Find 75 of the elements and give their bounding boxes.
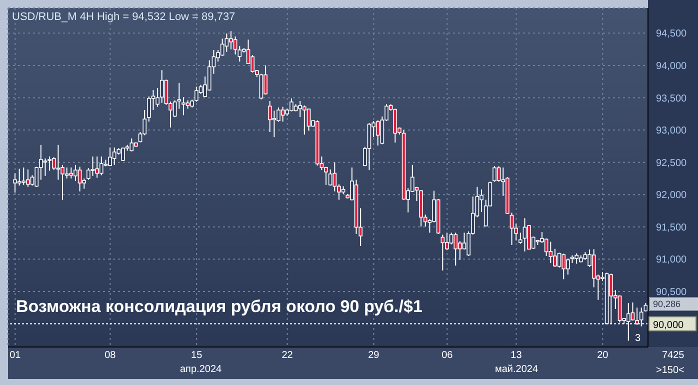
candlestick: [233, 36, 238, 55]
candlestick: [130, 138, 134, 152]
candlestick: [182, 96, 186, 116]
candlestick: [78, 166, 82, 192]
candlestick: [194, 86, 198, 102]
y-tick-label: 92,500: [656, 158, 688, 169]
y-tick-label: 92,000: [656, 190, 688, 202]
text: 90,286: [649, 297, 698, 311]
text: май.2024: [495, 364, 538, 375]
y-tick-label: 93,000: [656, 126, 688, 137]
chart-title: USD/RUB_M 4H High = 94,532 Low = 89,737: [12, 11, 236, 23]
candlestick: [74, 164, 78, 182]
candlestick: [306, 108, 311, 132]
candlestick: [259, 73, 264, 100]
candlestick: [112, 146, 116, 166]
y-tick-label: 90,500: [656, 287, 688, 298]
candlestick: [229, 30, 233, 50]
candlestick: [562, 253, 566, 280]
candlestick: [276, 106, 280, 122]
annotation: Возможна консолидация рубля около 90 руб./$1: [16, 297, 422, 317]
x-tick-label: 20: [597, 350, 609, 362]
candlestick: [328, 168, 332, 186]
candlestick: [324, 166, 328, 186]
text: апр.2024: [180, 364, 222, 375]
x-tick-label: 13: [510, 350, 522, 362]
candlestick: [56, 144, 60, 180]
candlestick: [64, 166, 69, 179]
candlestick: [280, 106, 285, 122]
candlestick: [557, 252, 562, 268]
candlestick: [510, 212, 514, 246]
x-tick-label: 29: [368, 350, 380, 362]
candlestick: [172, 100, 177, 118]
candlestick: [13, 172, 17, 194]
x-tick-label: 08: [104, 350, 116, 362]
candlestick: [43, 158, 48, 176]
candlestick: [22, 166, 26, 186]
y-tick-label: 91,000: [656, 254, 688, 266]
x-tick-label: 22: [282, 350, 294, 362]
y-tick-label: 91,500: [656, 222, 688, 234]
candlestick: [220, 38, 224, 56]
candlestick: [332, 162, 337, 192]
candlestick: [156, 88, 160, 108]
y-tick-label: 94,000: [656, 61, 688, 72]
candlestick: [69, 166, 74, 179]
candlestick: [160, 69, 164, 104]
y-tick-label: 94,500: [656, 28, 688, 40]
candlestick: [522, 218, 527, 252]
x-tick-label: 15: [191, 350, 203, 362]
candlestick: [548, 241, 553, 264]
x-tick-label: 06: [442, 350, 454, 362]
x-tick-label: 01: [10, 350, 22, 362]
candlestick: [496, 166, 501, 182]
candlestick: [445, 232, 449, 251]
candlestick: [264, 64, 268, 96]
candlestick: [544, 238, 548, 256]
candlestick: [17, 168, 22, 186]
text: >150<: [656, 365, 684, 376]
candlestick: [492, 166, 496, 182]
candlestick: [121, 146, 125, 162]
candlestick: [90, 156, 95, 176]
candlestick: [86, 168, 90, 180]
candlestick: [592, 248, 596, 288]
text: 7425: [662, 350, 684, 361]
annotation: 3: [635, 333, 641, 344]
candlestick: [99, 156, 104, 176]
ref-line-label: 90,000: [653, 320, 684, 331]
candlestick: [393, 108, 398, 144]
candlestick: [440, 234, 445, 271]
candlestick: [60, 164, 64, 200]
candlestick: [480, 188, 484, 213]
candlestick: [376, 120, 380, 146]
candlestick: [224, 33, 229, 52]
candlestick: [454, 232, 458, 266]
candlestick: [630, 302, 635, 322]
y-tick-label: 93,500: [656, 93, 688, 104]
